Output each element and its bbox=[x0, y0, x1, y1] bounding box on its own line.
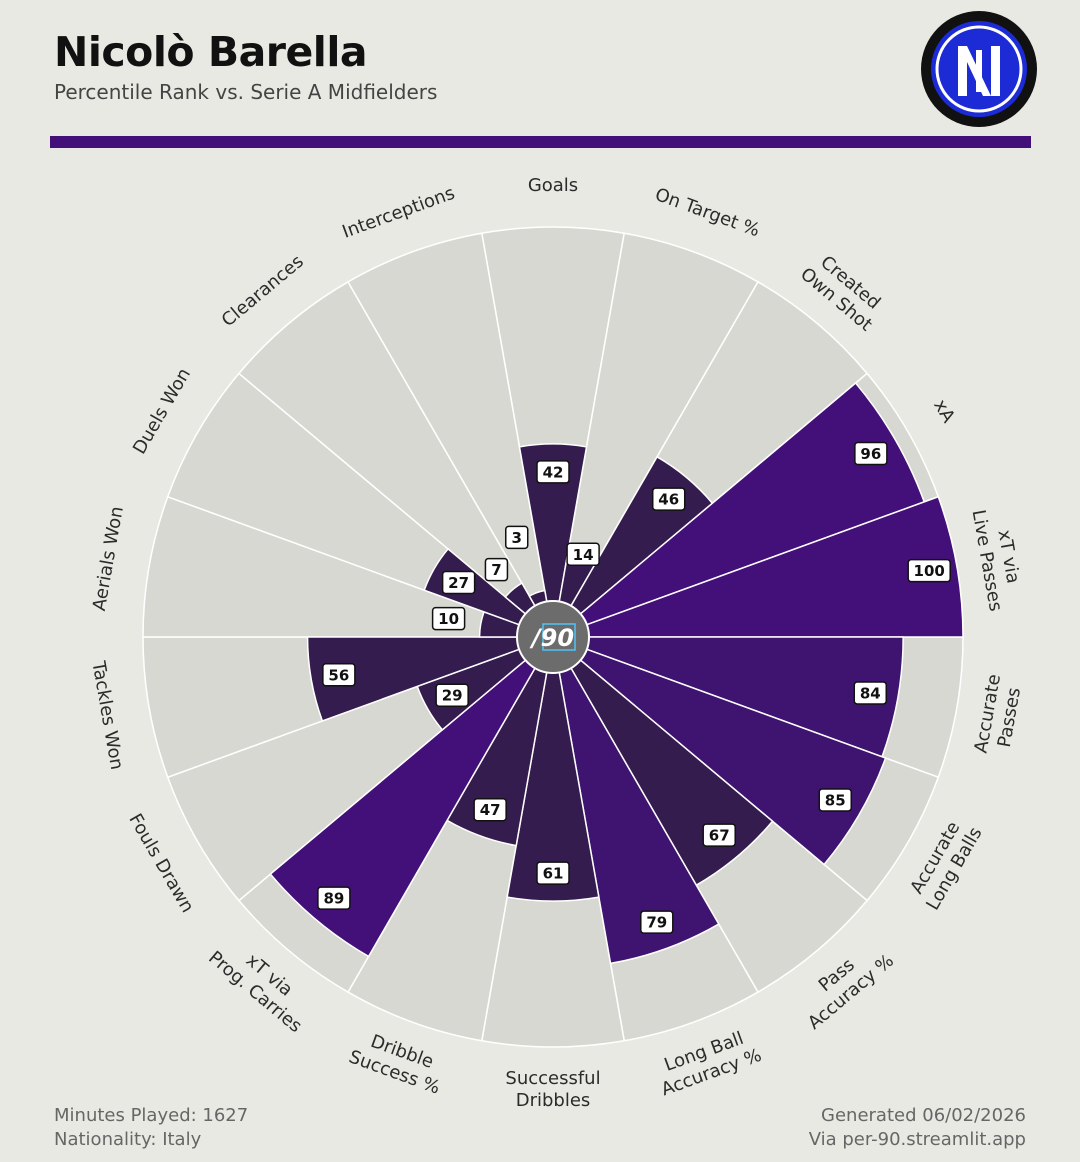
center-badge-frame bbox=[542, 623, 576, 651]
value-badge-box bbox=[431, 606, 466, 631]
metric-label-duels-won: Duels Won bbox=[129, 365, 195, 458]
value-label: 84 bbox=[860, 684, 881, 702]
source-link[interactable]: Via per-90.streamlit.app bbox=[808, 1129, 1026, 1150]
metric-label-xt-via-live-passes: xT viaLive Passes bbox=[968, 504, 1028, 613]
metric-label-aerials-won: Aerials Won bbox=[89, 505, 128, 613]
value-badge-box bbox=[853, 681, 888, 705]
generated-date: Generated 06/02/2026 bbox=[821, 1105, 1026, 1126]
value-label: 79 bbox=[646, 914, 667, 932]
value-badge-aerials-won: 10 bbox=[431, 606, 466, 631]
value-badge-xt-via-live-passes: 100 bbox=[907, 558, 951, 583]
value-label: 3 bbox=[512, 529, 522, 547]
value-badge-box bbox=[322, 663, 356, 687]
value-badge-on-target: 14 bbox=[566, 542, 600, 567]
header-divider bbox=[50, 136, 1031, 148]
value-badge-interceptions: 3 bbox=[504, 525, 529, 550]
radar-bars bbox=[269, 382, 964, 965]
metric-label-dribble-success: DribbleSuccess % bbox=[346, 1026, 450, 1099]
value-badge-clearances: 7 bbox=[484, 557, 509, 582]
metric-label-tackles-won: Tackles Won bbox=[87, 659, 127, 772]
metric-label-successful-dribbles: Successful Dribbles bbox=[505, 1068, 600, 1111]
value-label: 47 bbox=[480, 801, 501, 819]
metric-label-fouls-drawn: Fouls Drawn bbox=[124, 810, 198, 916]
metric-label-on-target: On Target % bbox=[652, 184, 762, 241]
center-circle bbox=[516, 600, 590, 674]
value-badge-box bbox=[566, 542, 600, 567]
value-badge-box bbox=[651, 487, 686, 511]
value-label: 85 bbox=[825, 791, 846, 809]
value-badge-box bbox=[640, 910, 674, 934]
value-badge-accurate-passes: 84 bbox=[853, 681, 888, 705]
page-subtitle: Percentile Rank vs. Serie A Midfielders bbox=[54, 80, 438, 104]
value-badge-long-ball-accuracy: 79 bbox=[640, 910, 674, 934]
inter-milan-crest-icon bbox=[921, 11, 1037, 127]
value-label: 29 bbox=[442, 687, 463, 705]
value-badge-accurate-long-balls: 85 bbox=[818, 788, 852, 812]
value-badge-box bbox=[504, 525, 529, 550]
footer-left: Minutes Played: 1627 Nationality: Italy bbox=[54, 1104, 248, 1152]
value-badge-box bbox=[818, 788, 852, 812]
value-label: 46 bbox=[658, 491, 679, 509]
value-badge-box bbox=[317, 886, 351, 910]
value-label: 10 bbox=[438, 610, 459, 628]
value-badge-box bbox=[536, 861, 570, 885]
value-label: 14 bbox=[573, 546, 594, 564]
metric-label-accurate-passes: AccuratePasses bbox=[971, 673, 1027, 759]
metric-label-xa: xA bbox=[929, 396, 959, 427]
value-label: 56 bbox=[328, 666, 349, 684]
value-badge-pass-accuracy: 67 bbox=[702, 823, 736, 847]
value-badge-box bbox=[702, 823, 736, 847]
value-badge-xt-via-prog-carries: 89 bbox=[317, 886, 351, 910]
value-badge-duels-won: 27 bbox=[441, 570, 476, 595]
minutes-played: Minutes Played: 1627 bbox=[54, 1105, 249, 1126]
value-label: 7 bbox=[491, 561, 501, 579]
value-label: 61 bbox=[543, 865, 564, 883]
page-title: Nicolò Barella bbox=[54, 28, 368, 76]
value-badge-xa: 96 bbox=[854, 441, 888, 466]
value-badge-tackles-won: 56 bbox=[322, 663, 356, 687]
value-label: 42 bbox=[543, 463, 564, 481]
value-badge-dribble-success: 47 bbox=[473, 797, 507, 822]
metric-label-goals: Goals bbox=[528, 175, 578, 196]
value-badge-box bbox=[435, 683, 469, 707]
value-label: 100 bbox=[914, 562, 945, 580]
value-badge-box bbox=[473, 797, 507, 822]
value-label: 67 bbox=[709, 827, 730, 845]
value-label: 89 bbox=[323, 890, 344, 908]
value-badge-goals: 42 bbox=[536, 460, 570, 484]
value-badge-box bbox=[907, 558, 951, 583]
center-badge: /90 bbox=[516, 600, 590, 674]
value-badge-box bbox=[484, 557, 509, 582]
value-badge-box bbox=[854, 441, 888, 466]
nationality: Nationality: Italy bbox=[54, 1129, 202, 1150]
center-badge-text: /90 bbox=[529, 624, 574, 652]
value-label: 96 bbox=[860, 445, 881, 463]
radar-value-labels: 42 14 46 96 100 84 85 67 79 61 47 89 29 56 10 27 73 bbox=[317, 441, 951, 934]
value-badge-created-own-shot: 46 bbox=[651, 487, 686, 511]
value-badge-box bbox=[441, 570, 476, 595]
metric-label-interceptions: Interceptions bbox=[339, 183, 457, 243]
value-badge-successful-dribbles: 61 bbox=[536, 861, 570, 885]
value-badge-box bbox=[536, 460, 570, 484]
value-badge-fouls-drawn: 29 bbox=[435, 683, 469, 707]
footer-right: Generated 06/02/2026 Via per-90.streamli… bbox=[809, 1104, 1026, 1152]
metric-label-long-ball-accuracy: Long BallAccuracy % bbox=[651, 1024, 764, 1100]
value-label: 27 bbox=[448, 574, 469, 592]
